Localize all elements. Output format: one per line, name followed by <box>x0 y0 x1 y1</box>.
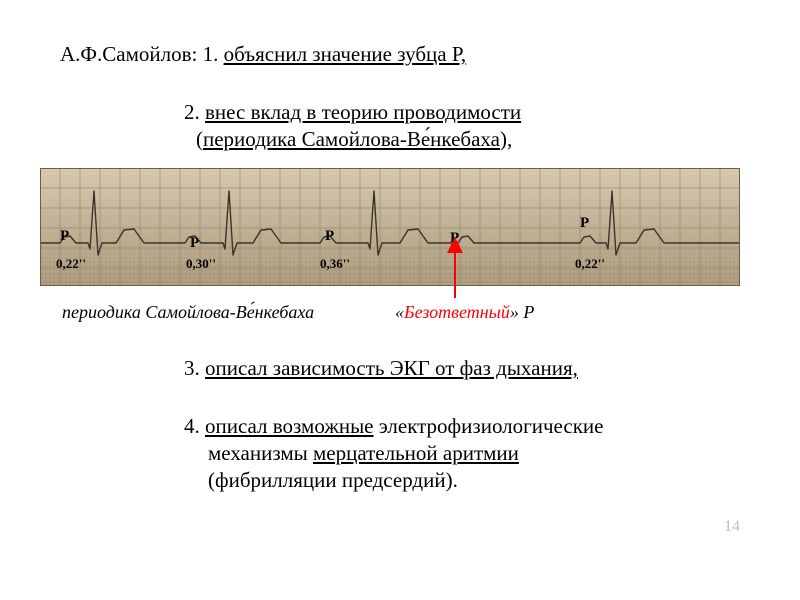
caption-close: » Р <box>510 302 535 322</box>
ecg-p-label: Р <box>325 228 334 245</box>
point-4: 4. описал возможные электрофизиологическ… <box>184 414 603 439</box>
ecg-p-label: Р <box>450 230 459 247</box>
caption-bezotvetny: «Безответный» Р <box>395 302 534 323</box>
intro-line-2-prefix: 2. <box>184 100 205 124</box>
point-4c: (фибрилляции предсердий). <box>208 468 458 493</box>
intro-line-2b: (периодика Самойлова-Ве́нкебаха), <box>196 127 512 152</box>
point-3-prefix: 3. <box>184 356 205 380</box>
ecg-time-label: 0,22'' <box>575 256 605 272</box>
ecg-svg <box>40 168 740 286</box>
ecg-p-label: Р <box>190 235 199 252</box>
intro-line-2b-open: ( <box>196 127 203 151</box>
ecg-time-label: 0,36'' <box>320 256 350 272</box>
ecg-time-label: 0,22'' <box>56 256 86 272</box>
caption-periodika: периодика Самойлова-Ве́нкебаха <box>62 302 314 323</box>
point-4-mid: электрофизиологические <box>374 414 604 438</box>
intro-line-1-prefix: А.Ф.Самойлов: 1. <box>60 42 224 66</box>
intro-line-1: А.Ф.Самойлов: 1. объяснил значение зубца… <box>60 42 466 67</box>
intro-line-2-u: внес вклад в теорию проводимости <box>205 100 521 124</box>
intro-line-2b-close: ), <box>500 127 512 151</box>
point-3-u: описал зависимость ЭКГ от фаз дыхания, <box>205 356 578 380</box>
caption-red: Безответный <box>404 302 510 322</box>
intro-line-1-u: объяснил значение зубца Р, <box>224 42 467 66</box>
point-3: 3. описал зависимость ЭКГ от фаз дыхания… <box>184 356 578 381</box>
ecg-p-label: Р <box>60 228 69 245</box>
ecg-strip <box>40 168 740 286</box>
point-4-prefix: 4. <box>184 414 205 438</box>
caption-open: « <box>395 302 404 322</box>
intro-line-2b-u: периодика Самойлова-Ве́нкебаха <box>203 127 500 151</box>
ecg-p-label: Р <box>580 215 589 232</box>
point-4-u1: описал возможные <box>205 414 374 438</box>
page-number: 14 <box>724 518 740 536</box>
arrow-svg <box>0 0 800 600</box>
point-4b-prefix: механизмы <box>208 441 313 465</box>
intro-line-2: 2. внес вклад в теорию проводимости <box>184 100 521 125</box>
point-4b-u: мерцательной аритмии <box>313 441 519 465</box>
point-4b: механизмы мерцательной аритмии <box>208 441 519 466</box>
ecg-time-label: 0,30'' <box>186 256 216 272</box>
